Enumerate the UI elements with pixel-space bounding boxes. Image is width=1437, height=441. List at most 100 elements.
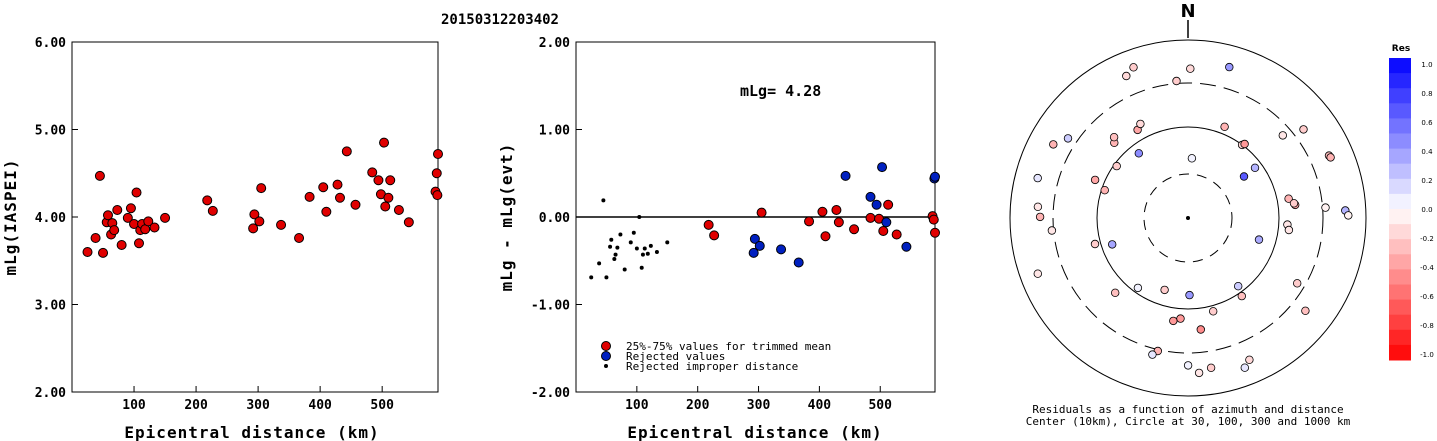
ring-300km (1052, 82, 1324, 354)
ring-100km (1096, 126, 1280, 310)
left-data-point (350, 199, 361, 210)
improper-distance-point (612, 257, 617, 261)
residual-point (1186, 64, 1195, 73)
left-data-point (133, 238, 144, 249)
residual-point (1292, 279, 1302, 288)
residual-point (1100, 185, 1109, 195)
left-data-point (304, 191, 315, 202)
trimmed-mean-point (928, 214, 939, 225)
residual-point (1208, 307, 1218, 316)
rejected-point (748, 247, 759, 258)
right-y-ticks: -2.00 -1.00 0.00 1.00 2.00 (531, 36, 582, 401)
left-data-point (143, 216, 154, 227)
improper-distance-point (634, 246, 639, 251)
residual-point (1090, 175, 1100, 185)
residual-point (1185, 290, 1194, 300)
residual-point (1033, 173, 1042, 183)
left-x-tick-label: 500 (370, 398, 394, 413)
left-data-point (294, 233, 305, 243)
improper-distance-point (637, 215, 642, 219)
left-x-ticks: 100 200 300 400 500 (122, 386, 394, 413)
colorbar-title: Res (1392, 44, 1410, 54)
residual-point (1289, 199, 1299, 208)
legend-black-marker (604, 364, 608, 368)
colorbar-tick-label: 0.6 (1421, 119, 1433, 127)
colorbar-cell (1389, 148, 1411, 165)
left-y-tick-label: 2.00 (35, 386, 66, 401)
residual-point (1172, 76, 1181, 86)
center-point (1186, 216, 1190, 220)
residual-point (1237, 291, 1246, 301)
left-data-point (102, 210, 113, 221)
colorbar-cell (1389, 88, 1411, 104)
residual-point (1063, 134, 1073, 143)
improper-distance-point (608, 244, 613, 249)
right-panel: -2.00 -1.00 0.00 1.00 2.00 100 200 300 400 500 m… (497, 36, 940, 441)
rejected-point (754, 240, 765, 251)
trimmed-mean-point (833, 217, 844, 228)
colorbar-cell (1389, 284, 1411, 301)
left-data-point (98, 247, 109, 258)
colorbar-cell (1389, 103, 1411, 119)
left-data-point (256, 183, 267, 194)
legend-blue-marker (601, 351, 611, 361)
legend-trimmed-label: 25%-75% values for trimmed mean (626, 340, 831, 353)
residual-point (1033, 269, 1042, 278)
left-data-point (125, 203, 136, 214)
residual-point (1284, 225, 1294, 235)
left-data-point (373, 175, 384, 186)
improper-distance-point (618, 232, 623, 237)
rejected-point (865, 191, 876, 202)
improper-distance-point (665, 240, 670, 245)
improper-distance-point (609, 237, 614, 242)
legend-improper-label: Rejected improper distance (626, 360, 798, 373)
polar-panel: N Residuals as a function of azimuth and… (1009, 1, 1367, 428)
residual-point (1284, 194, 1293, 203)
ring-1000km (1009, 39, 1367, 397)
left-data-point (116, 240, 127, 250)
polar-caption-line-1: Residuals as a function of azimuth and d… (1032, 403, 1343, 416)
left-y-ticks: 2.00 3.00 4.00 5.00 6.00 (35, 36, 78, 401)
improper-distance-point (642, 246, 647, 251)
rejected-point (776, 244, 787, 255)
colorbar-cell (1389, 299, 1411, 316)
left-data-point (94, 170, 105, 181)
left-x-tick-label: 400 (308, 398, 332, 413)
colorbar-cell (1389, 73, 1411, 89)
polar-points (1033, 62, 1353, 378)
right-x-tick-label: 300 (747, 398, 771, 413)
residual-point (1049, 140, 1058, 149)
left-y-tick-label: 5.00 (35, 124, 66, 139)
residual-point (1225, 62, 1234, 72)
residual-point (1035, 212, 1045, 222)
colorbar-cell (1389, 314, 1411, 331)
left-panel: 2.00 3.00 4.00 5.00 6.00 100 200 300 400 500 Epi… (1, 36, 443, 441)
colorbar-tick-label: -0.8 (1420, 322, 1434, 330)
rejected-point (930, 171, 940, 182)
colorbar-tick-label: -0.6 (1420, 293, 1434, 301)
left-data-point (207, 205, 218, 216)
left-data-point (380, 201, 391, 212)
left-data-point (383, 192, 394, 203)
improper-distance-point (622, 267, 627, 272)
right-y-tick-label: 0.00 (539, 211, 570, 226)
legend-rejected-label: Rejected values (626, 350, 725, 363)
colorbar-cell (1389, 239, 1411, 255)
left-data-point (334, 192, 345, 203)
right-x-ticks: 100 200 300 400 500 (625, 386, 892, 413)
trimmed-mean-point (849, 224, 860, 235)
colorbar-tick-label: 0.4 (1421, 148, 1433, 156)
colorbar-cell (1389, 269, 1411, 285)
residual-point (1321, 203, 1330, 212)
colorbar-tick-label: -0.4 (1420, 264, 1434, 272)
left-data-point (318, 182, 329, 193)
left-x-axis-label: Epicentral distance (km) (124, 423, 379, 441)
left-data-point (202, 195, 213, 206)
residual-point (1148, 350, 1157, 359)
residual-point (1047, 226, 1057, 235)
residual-point (1240, 363, 1249, 372)
colorbar-tick-label: 0.2 (1421, 177, 1432, 185)
left-data-point (112, 205, 123, 215)
trimmed-mean-point (756, 207, 767, 218)
residual-point (1129, 63, 1138, 72)
